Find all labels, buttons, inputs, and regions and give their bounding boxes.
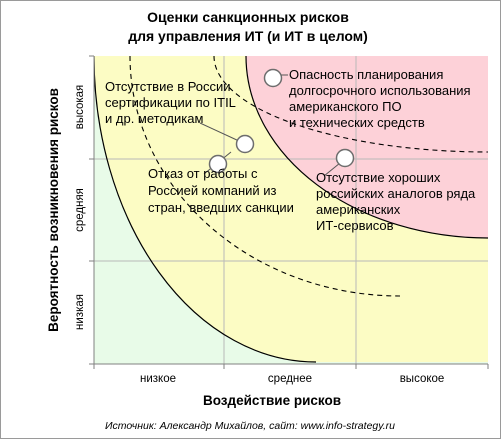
x-tick-medium: среднее [268, 373, 312, 385]
boundary-medium-high [245, 56, 488, 239]
annotation-analogs: Отсутствие хороших российских аналогов р… [316, 170, 479, 233]
boundary-low-medium [94, 56, 317, 363]
x-tick-low: низкое [140, 373, 176, 385]
annotation-analogs-line4: ИТ-сервисов [316, 218, 394, 233]
annotation-planning-line4: и технических средств [289, 115, 425, 130]
y-axis-title: Вероятность возникновения рисков [46, 88, 61, 332]
plot-zones [94, 56, 488, 364]
annotation-planning: Опасность планирования долгосрочного исп… [289, 67, 474, 130]
dashed-curve-inner [129, 56, 401, 297]
axis-lines [89, 55, 489, 369]
annotation-analogs-line3: американских [316, 202, 401, 217]
annotation-planning-line1: Опасность планирования [289, 67, 443, 82]
annotation-cert: Отсутствие в России сертификации по ITIL… [105, 79, 239, 126]
source-note: Источник: Александр Михайлов, сайт: www.… [105, 420, 395, 432]
grid-lines [94, 56, 488, 364]
annotation-exit-line3: стран, введших санкции [148, 200, 294, 215]
annotation-cert-line1: Отсутствие в России [105, 79, 231, 94]
annotation-exit-line2: Россией компаний из [148, 183, 277, 198]
annotation-exit: Отказ от работы с Россией компаний из ст… [148, 166, 294, 215]
chart-title-line1: Оценки санкционных рисков [147, 9, 349, 25]
x-tick-high: высокое [400, 373, 445, 385]
annotation-analogs-line1: Отсутствие хороших [316, 170, 441, 185]
chart-title-line2: для управления ИТ (и ИТ в целом) [128, 28, 368, 44]
y-tick-low: низкая [74, 294, 86, 330]
annotation-planning-line2: долгосрочного использования [289, 83, 471, 98]
marker-analogs [335, 148, 355, 168]
annotation-planning-line3: американского ПО [289, 99, 402, 114]
x-axis-title: Воздействие рисков [203, 393, 341, 408]
annotation-exit-line1: Отказ от работы с [148, 166, 258, 181]
risk-markers [208, 68, 355, 174]
annotation-cert-line2: сертификации по ITIL [105, 95, 236, 110]
dashed-curve-outer [213, 56, 488, 153]
zone-high [246, 56, 488, 238]
y-tick-medium: средняя [74, 188, 86, 232]
annotation-cert-line3: и др. методикам [105, 111, 203, 126]
marker-exit [208, 154, 228, 174]
marker-planning [263, 68, 283, 88]
marker-cert [235, 134, 255, 154]
annotation-analogs-line2: российских аналогов ряда [316, 186, 476, 201]
y-tick-high: высокая [74, 85, 86, 130]
